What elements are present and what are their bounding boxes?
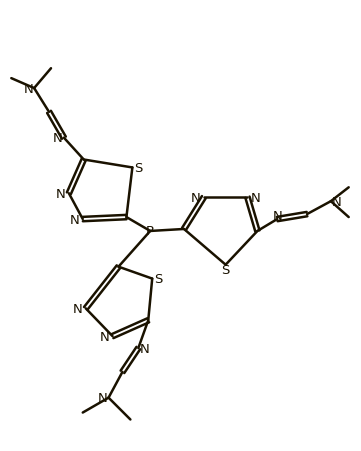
Text: N: N: [23, 83, 33, 95]
Text: N: N: [251, 191, 260, 204]
Text: N: N: [56, 187, 66, 200]
Text: N: N: [191, 191, 201, 204]
Text: S: S: [154, 272, 162, 285]
Text: N: N: [139, 342, 149, 355]
Text: S: S: [134, 161, 143, 175]
Text: S: S: [221, 263, 230, 276]
Text: N: N: [273, 209, 282, 222]
Text: N: N: [332, 195, 342, 208]
Text: N: N: [98, 391, 108, 404]
Text: P: P: [146, 225, 154, 238]
Text: N: N: [100, 330, 109, 343]
Text: N: N: [70, 213, 80, 226]
Text: N: N: [73, 302, 83, 315]
Text: N: N: [53, 132, 63, 145]
